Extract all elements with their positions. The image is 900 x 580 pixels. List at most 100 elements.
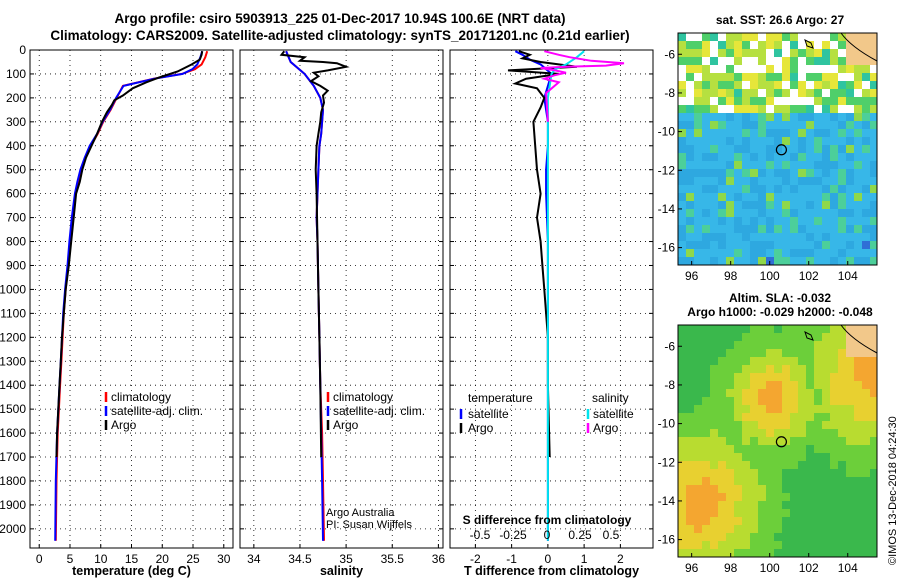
profile-title: Argo profile: csiro 5903913_225 01-Dec-2… (114, 11, 566, 26)
sst-map-x-label: 100 (760, 269, 780, 283)
depth-tick-label: 2000 (0, 522, 26, 536)
sst-map-x-label: 98 (724, 269, 738, 283)
salinity-annotation: Argo Australia (326, 507, 395, 519)
depth-tick-label: 100 (6, 67, 26, 81)
sla-map-y-label: -14 (658, 494, 676, 508)
sst-profile-marker (775, 144, 788, 156)
temp-x-tick-label: 10 (94, 552, 108, 566)
sst-map-y-label: -10 (658, 125, 676, 139)
diff-legend-temperature-heading: temperature (468, 391, 533, 405)
depth-tick-label: 0 (19, 43, 26, 57)
diff-series-t-argo (507, 50, 578, 458)
temp-legend-label: Argo (111, 418, 137, 432)
diff-secondary-tick-label: 0.5 (603, 528, 620, 542)
sal-panel-frame (239, 49, 444, 549)
sla-map-frame (677, 324, 878, 558)
sal-x-tick-label: 34.5 (288, 552, 312, 566)
diff-secondary-tick-label: -0.25 (499, 528, 527, 542)
sal-series-argo (279, 50, 350, 458)
sal-x-tick-label: 34 (247, 552, 261, 566)
sst-map (677, 32, 878, 266)
depth-tick-label: 1700 (0, 450, 26, 464)
sst-map-x-label: 102 (799, 269, 819, 283)
depth-tick-label: 600 (6, 187, 26, 201)
sla-map-title-line1: Altim. SLA: -0.032 (728, 291, 832, 305)
sst-coastline (840, 32, 878, 62)
depth-tick-label: 300 (6, 115, 26, 129)
temp-x-tick-label: 20 (156, 552, 170, 566)
diff-secondary-tick-label: 0 (544, 528, 551, 542)
temp-x-axis-label: temperature (deg C) (72, 564, 191, 578)
depth-tick-label: 1800 (0, 474, 26, 488)
sla-map-y-label: -10 (658, 417, 676, 431)
diff-x-tick-label: -1 (506, 552, 517, 566)
sla-island (804, 331, 814, 341)
temp-x-tick-label: 30 (217, 552, 231, 566)
diff-series-s-argo (540, 50, 625, 122)
temp-panel-frame (29, 49, 234, 549)
depth-tick-label: 800 (6, 235, 26, 249)
sst-map-x-label: 96 (685, 269, 699, 283)
temp-series-argo (55, 51, 204, 458)
sla-map-y-label: -16 (658, 533, 676, 547)
diff-panel-frame (449, 49, 654, 549)
diff-secondary-tick-label: 0.25 (568, 528, 592, 542)
sla-map-x-label: 98 (724, 561, 738, 575)
climatology-title: Climatology: CARS2009. Satellite-adjuste… (50, 28, 630, 43)
sst-map-y-label: -6 (664, 47, 675, 61)
sla-map-x-label: 96 (685, 561, 699, 575)
diff-secondary-axis-label: S difference from climatology (463, 513, 632, 527)
sst-map-y-label: -16 (658, 241, 676, 255)
sst-map-frame (677, 32, 878, 266)
sla-profile-marker (775, 436, 788, 448)
sst-map-x-label: 104 (838, 269, 858, 283)
sla-map (677, 324, 878, 558)
sst-map-y-label: -14 (658, 202, 676, 216)
depth-tick-label: 1300 (0, 354, 26, 368)
sst-map-y-label: -12 (658, 163, 676, 177)
sst-map-field (678, 33, 877, 265)
sal-x-axis-label: salinity (320, 564, 363, 578)
imos-credit: ©IMOS 13-Dec-2018 04:24:30 (887, 416, 899, 565)
diff-x-tick-label: 2 (617, 552, 624, 566)
depth-tick-label: 1200 (0, 330, 26, 344)
diff-secondary-tick-label: -0.5 (470, 528, 491, 542)
sla-map-title-line2: Argo h1000: -0.029 h2000: -0.048 (687, 305, 873, 319)
diff-legend-label: satellite (593, 407, 634, 421)
diff-x-axis-label: T difference from climatology (464, 564, 639, 578)
temp-x-tick-label: 0 (36, 552, 43, 566)
temp-x-tick-label: 25 (186, 552, 200, 566)
sla-map-x-label: 102 (799, 561, 819, 575)
diff-legend-label: satellite (468, 407, 509, 421)
depth-tick-label: 500 (6, 163, 26, 177)
temp-legend-label: climatology (111, 390, 171, 404)
salinity-annotation: PI: Susan Wijffels (326, 519, 412, 531)
depth-tick-label: 1900 (0, 498, 26, 512)
sla-map-field (678, 325, 877, 557)
depth-tick-label: 700 (6, 211, 26, 225)
temp-x-tick-label: 5 (67, 552, 74, 566)
depth-tick-label: 1000 (0, 282, 26, 296)
sst-map-title: sat. SST: 26.6 Argo: 27 (715, 13, 845, 27)
sst-map-y-label: -8 (664, 86, 675, 100)
diff-legend-salinity-heading: salinity (592, 391, 629, 405)
sal-x-tick-label: 36 (432, 552, 446, 566)
sla-map-y-label: -12 (658, 455, 676, 469)
depth-tick-label: 900 (6, 258, 26, 272)
depth-tick-label: 200 (6, 91, 26, 105)
diff-x-tick-label: 0 (545, 552, 552, 566)
sal-legend-label: Argo (333, 418, 359, 432)
diff-x-tick-label: -2 (470, 552, 481, 566)
depth-tick-label: 1500 (0, 402, 26, 416)
depth-tick-label: 1600 (0, 426, 26, 440)
sla-map-y-label: -6 (664, 339, 675, 353)
diff-legend-label: Argo (593, 421, 619, 435)
sla-map-x-label: 100 (760, 561, 780, 575)
sla-map-y-label: -8 (664, 378, 675, 392)
diff-x-tick-label: 1 (581, 552, 588, 566)
sla-coastline (840, 324, 878, 354)
sal-x-tick-label: 35 (339, 552, 353, 566)
diff-legend-label: Argo (468, 421, 494, 435)
sst-island (804, 39, 814, 49)
